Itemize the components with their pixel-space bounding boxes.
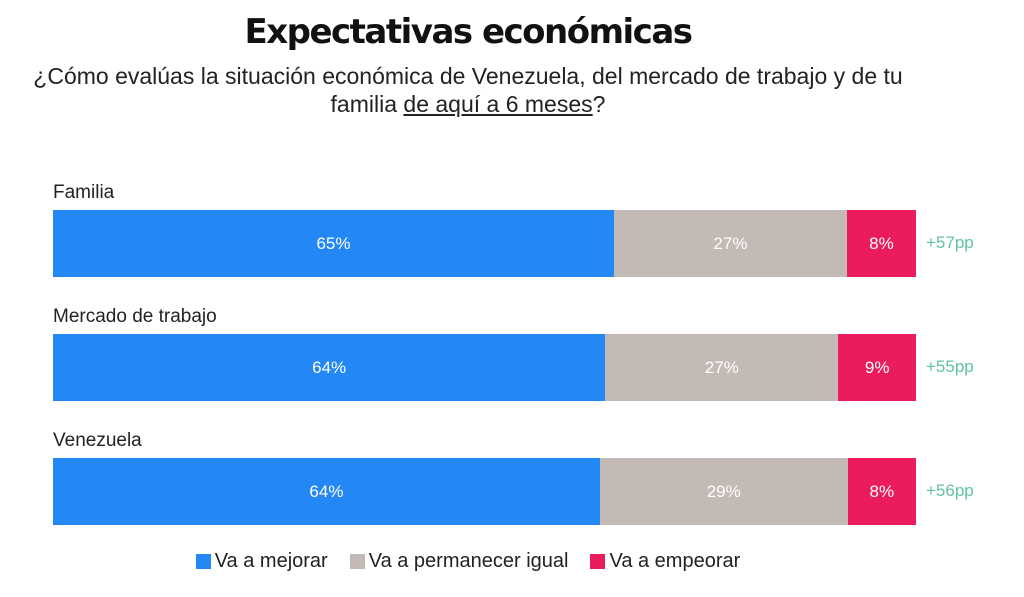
data-label: 29% bbox=[706, 481, 741, 501]
category-label: Venezuela bbox=[53, 430, 142, 451]
category-label: Familia bbox=[53, 182, 115, 203]
bar-segment: 64% bbox=[53, 458, 600, 525]
subtitle-end: ? bbox=[592, 91, 606, 117]
legend-item-mejorar: Va a mejorar bbox=[195, 550, 328, 573]
legend-label: Va a mejorar bbox=[214, 550, 328, 572]
bar-segment: 29% bbox=[599, 458, 848, 525]
legend-swatch bbox=[195, 554, 211, 569]
data-label: 27% bbox=[713, 233, 748, 253]
legend: Va a mejorar Va a permanecer igual Va a … bbox=[0, 550, 936, 573]
data-label: 65% bbox=[316, 233, 351, 253]
bar-segment: 8% bbox=[847, 458, 916, 525]
legend-swatch bbox=[590, 554, 606, 569]
subtitle-underlined: de aquí a 6 meses bbox=[403, 91, 593, 117]
net-label: +55pp bbox=[926, 357, 974, 376]
bar-segment: 8% bbox=[846, 210, 916, 277]
bar-segment: 27% bbox=[613, 210, 847, 277]
stacked-bar: 64% 27% 9% bbox=[53, 334, 916, 401]
legend-item-empeorar: Va a empeorar bbox=[590, 550, 740, 573]
chart-subtitle: ¿Cómo evalúas la situación económica de … bbox=[0, 62, 936, 118]
data-label: 8% bbox=[869, 233, 894, 253]
bar-segment: 65% bbox=[53, 210, 614, 277]
data-label: 8% bbox=[869, 481, 895, 501]
chart-title: Expectativas económicas bbox=[244, 12, 693, 52]
data-label: 64% bbox=[309, 481, 344, 501]
net-label: +56pp bbox=[926, 481, 974, 500]
bar-segment: 9% bbox=[838, 334, 916, 401]
bar-segment: 27% bbox=[605, 334, 839, 401]
data-label: 27% bbox=[704, 357, 739, 377]
data-label: 9% bbox=[864, 357, 890, 377]
bar-segment: 64% bbox=[53, 334, 606, 401]
stacked-bar: 64% 29% 8% bbox=[53, 458, 916, 525]
legend-label: Va a permanecer igual bbox=[368, 550, 569, 572]
category-label: Mercado de trabajo bbox=[53, 306, 217, 327]
legend-item-igual: Va a permanecer igual bbox=[349, 550, 569, 573]
legend-swatch bbox=[349, 554, 365, 569]
data-label: 64% bbox=[312, 357, 347, 377]
subtitle-text: ¿Cómo evalúas la situación económica de … bbox=[33, 63, 903, 117]
legend-label: Va a empeorar bbox=[609, 550, 741, 572]
stacked-bar: 65% 27% 8% bbox=[53, 210, 916, 277]
net-label: +57pp bbox=[926, 233, 974, 252]
